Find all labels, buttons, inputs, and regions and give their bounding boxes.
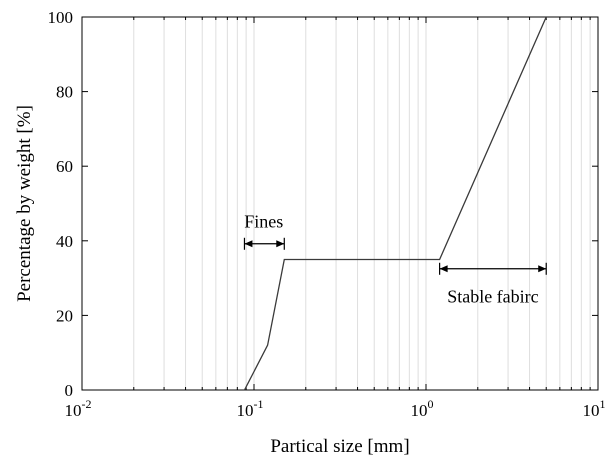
grid-lines: [133, 17, 591, 390]
annotation-arrowhead: [538, 265, 547, 273]
x-axis-title: Partical size [mm]: [270, 436, 409, 457]
y-tick-label: 80: [56, 83, 73, 102]
y-tick-label: 40: [56, 232, 73, 251]
x-tick-label-base: 10: [65, 401, 82, 420]
series-line: [243, 16, 547, 391]
x-tick-label-exponent: 0: [428, 397, 434, 411]
annotation-arrowhead: [244, 240, 253, 248]
x-tick-label-exponent: 1: [600, 397, 606, 411]
annotation-label: Stable fabirc: [447, 286, 538, 306]
x-tick-label-base: 10: [411, 401, 428, 420]
y-tick-label: 0: [65, 381, 74, 400]
x-tick-label: 101: [583, 397, 606, 420]
series-group: [243, 16, 547, 391]
x-tick-label-exponent: -2: [82, 397, 92, 411]
y-tick-label: 20: [56, 306, 73, 325]
annotations: Fines Stable fabirc: [243, 212, 547, 306]
x-tick-label-exponent: -1: [254, 397, 264, 411]
x-tick-label: 10-1: [237, 397, 264, 420]
y-axis-title: Percentage by weight [%]: [14, 105, 35, 302]
x-tick-label-base: 10: [583, 401, 600, 420]
x-tick-label: 10-2: [65, 397, 92, 420]
x-tick-label: 100: [411, 397, 434, 420]
annotation-label: Fines: [244, 212, 283, 232]
x-tick-label-base: 10: [237, 401, 254, 420]
y-tick-label: 60: [56, 157, 73, 176]
annotation-arrowhead: [439, 265, 448, 273]
annotation-arrowhead: [276, 240, 285, 248]
axes-box: [81, 16, 599, 391]
y-tick-label: 100: [48, 8, 74, 27]
